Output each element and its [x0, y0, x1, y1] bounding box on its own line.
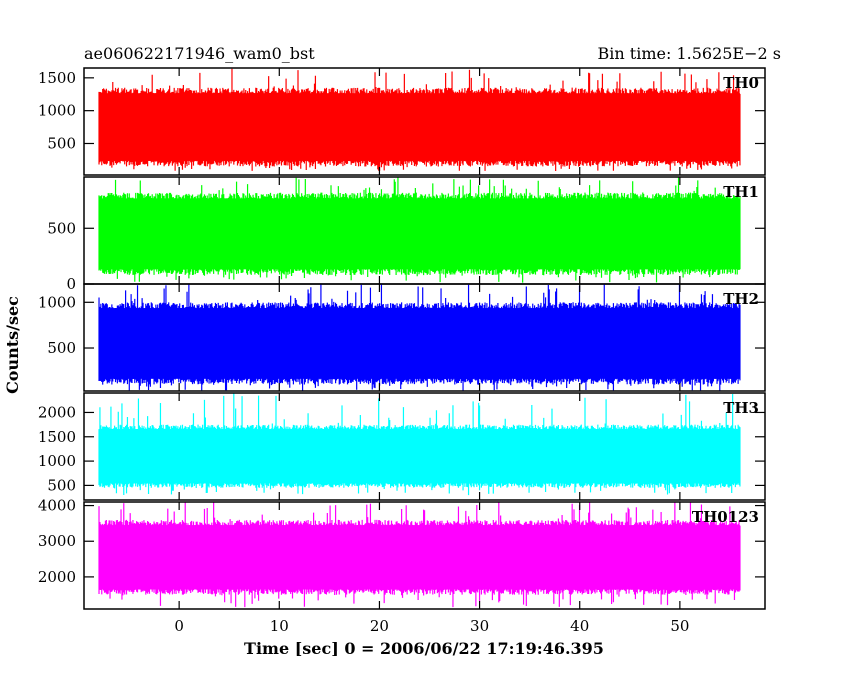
series-th0-trace — [98, 68, 741, 171]
x-tick-label: 30 — [470, 617, 489, 635]
panel-label-th2: TH2 — [723, 290, 759, 308]
series-th0123-trace — [98, 502, 741, 608]
x-tick-label: 20 — [370, 617, 389, 635]
chart-title: ae060622171946_wam0_bst — [84, 44, 315, 63]
panel-th2: 500 1000 TH2 — [38, 283, 766, 392]
y-tick-label: 500 — [47, 339, 76, 357]
series-th3-trace — [98, 393, 741, 496]
panel-th0: 500 1000 1500 TH0 — [38, 67, 766, 176]
y-tick-label: 1000 — [38, 452, 76, 470]
x-tick-label: 0 — [174, 617, 184, 635]
x-axis: 0 10 20 30 40 50 — [174, 617, 689, 635]
panel-th1: 0 500 TH1 — [47, 176, 766, 293]
x-tick-label: 50 — [670, 617, 689, 635]
series-th1-trace — [98, 177, 741, 283]
panel-frame — [83, 283, 766, 392]
y-tick-label: 0 — [66, 275, 76, 293]
panel-label-th1: TH1 — [723, 183, 759, 201]
y-axis-title: Counts/sec — [3, 296, 22, 394]
bin-time-label: Bin time: 1.5625E−2 s — [598, 44, 781, 63]
panel-label-th3: TH3 — [723, 399, 759, 417]
y-tick-label: 2000 — [38, 403, 76, 421]
x-axis-title: Time [sec] 0 = 2006/06/22 17:19:46.395 — [244, 639, 604, 658]
panel-label-th0123: TH0123 — [692, 508, 759, 526]
y-tick-label: 3000 — [38, 532, 76, 550]
y-tick-label: 1000 — [38, 102, 76, 120]
y-tick-label: 4000 — [38, 497, 76, 515]
y-tick-label: 1500 — [38, 428, 76, 446]
x-tick-label: 10 — [270, 617, 289, 635]
panels-group: 500 1000 1500 TH0 0 500 TH1 500 1000 TH2 500 1000 15… — [38, 67, 766, 610]
panel-frame — [83, 392, 766, 501]
x-tick-label: 40 — [570, 617, 589, 635]
series-th2-trace — [98, 284, 741, 391]
y-tick-label: 500 — [47, 476, 76, 494]
y-tick-label: 1000 — [38, 293, 76, 311]
panel-frame — [83, 501, 766, 610]
y-tick-label: 2000 — [38, 568, 76, 586]
panel-th3: 500 1000 1500 2000 TH3 — [38, 392, 766, 501]
y-tick-label: 500 — [47, 219, 76, 237]
panel-th0123: 2000 3000 4000 TH0123 — [38, 497, 766, 610]
y-tick-label: 1500 — [38, 69, 76, 87]
panel-frame — [83, 67, 766, 176]
panel-label-th0: TH0 — [723, 74, 759, 92]
y-tick-label: 500 — [47, 134, 76, 152]
